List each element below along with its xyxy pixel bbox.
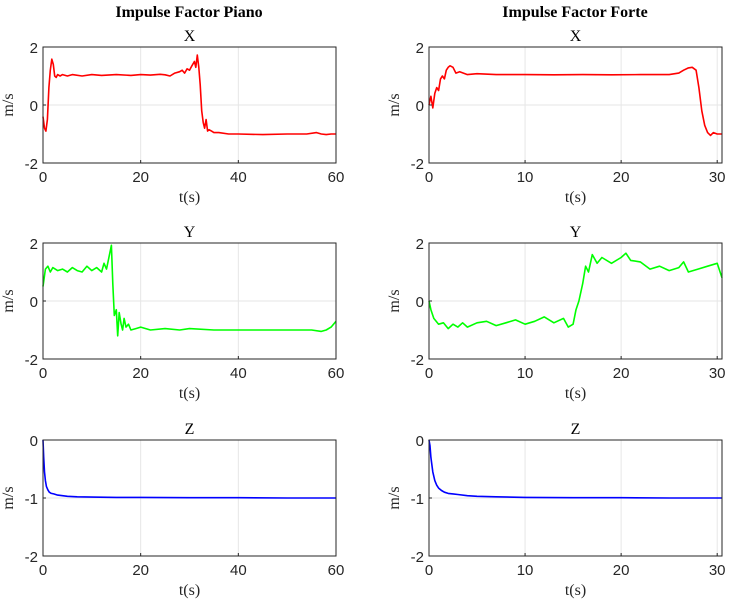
subplot-title: Z <box>571 421 581 438</box>
x-tick-label: 20 <box>613 365 630 382</box>
y-axis-label: m/s <box>386 93 403 116</box>
x-tick-label: 60 <box>328 169 345 186</box>
y-tick-label: 2 <box>416 40 424 57</box>
series-line <box>42 439 336 499</box>
y-tick-label: -2 <box>411 352 424 369</box>
column-title-forte: Impulse Factor Forte <box>502 4 647 21</box>
y-tick-label: 0 <box>30 433 38 450</box>
x-tick-label: 10 <box>517 365 534 382</box>
y-tick-label: 0 <box>416 294 424 311</box>
x-tick-label: 0 <box>39 365 47 382</box>
x-tick-label: 0 <box>425 169 433 186</box>
x-tick-label: 20 <box>613 169 630 186</box>
y-tick-label: 0 <box>416 433 424 450</box>
x-axis-label: t(s) <box>565 582 586 599</box>
x-axis-label: t(s) <box>565 385 586 402</box>
subplot-title: X <box>570 28 582 45</box>
y-tick-label: -2 <box>25 549 38 566</box>
column-title-piano: Impulse Factor Piano <box>115 4 262 21</box>
y-tick-label: -2 <box>411 156 424 173</box>
x-tick-label: 20 <box>132 169 149 186</box>
y-axis-label: m/s <box>0 93 17 116</box>
x-tick-label: 10 <box>517 169 534 186</box>
y-tick-label: -1 <box>25 491 38 508</box>
x-tick-label: 0 <box>39 169 47 186</box>
x-tick-label: 40 <box>230 562 247 579</box>
y-axis-label: m/s <box>386 289 403 312</box>
x-tick-label: 0 <box>425 365 433 382</box>
x-tick-label: 30 <box>709 169 726 186</box>
x-axis-label: t(s) <box>179 385 200 402</box>
x-tick-label: 0 <box>425 562 433 579</box>
subplot-z-forte: 0 10 20 30 -2 -1 0 Zt(s) m/s <box>386 421 726 599</box>
subplot-z-piano: 0 20 40 60 -2 -1 0 Zt(s) m/s <box>0 421 344 599</box>
x-tick-label: 40 <box>230 169 247 186</box>
y-tick-label: 2 <box>30 236 38 253</box>
y-axis-label: m/s <box>0 289 17 312</box>
x-tick-label: 30 <box>709 562 726 579</box>
x-tick-label: 20 <box>613 562 630 579</box>
x-tick-label: 60 <box>328 365 345 382</box>
y-tick-label: 0 <box>30 98 38 115</box>
y-tick-label: 0 <box>416 98 424 115</box>
series-line <box>428 439 722 499</box>
x-axis-label: t(s) <box>565 189 586 206</box>
x-tick-label: 60 <box>328 562 345 579</box>
y-axis-label: m/s <box>0 486 17 509</box>
subplot-title: Y <box>184 224 196 241</box>
subplot-title: X <box>184 28 196 45</box>
y-tick-label: -2 <box>411 549 424 566</box>
y-tick-label: -2 <box>25 156 38 173</box>
x-tick-label: 20 <box>132 562 149 579</box>
x-axis-label: t(s) <box>179 189 200 206</box>
series-line <box>42 244 337 337</box>
series-line <box>42 54 336 136</box>
x-tick-label: 30 <box>709 365 726 382</box>
series-line <box>428 252 723 330</box>
subplot-title: Y <box>570 224 582 241</box>
x-tick-label: 40 <box>230 365 247 382</box>
y-tick-label: -2 <box>25 352 38 369</box>
x-axis-label: t(s) <box>179 582 200 599</box>
subplot-title: Z <box>185 421 195 438</box>
x-tick-label: 10 <box>517 562 534 579</box>
series-line <box>428 65 722 137</box>
y-tick-label: -1 <box>411 491 424 508</box>
y-axis-label: m/s <box>386 486 403 509</box>
y-tick-label: 0 <box>30 294 38 311</box>
x-tick-label: 0 <box>39 562 47 579</box>
x-tick-label: 20 <box>132 365 149 382</box>
y-tick-label: 2 <box>416 236 424 253</box>
y-tick-label: 2 <box>30 40 38 57</box>
